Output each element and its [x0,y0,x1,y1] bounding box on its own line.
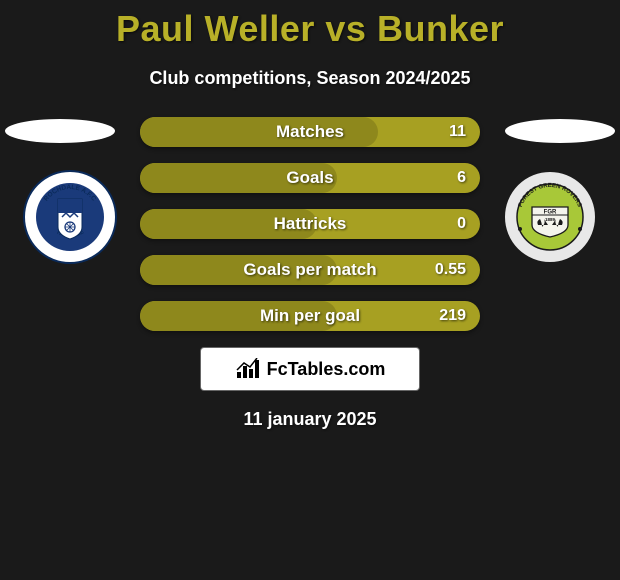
club-badge-right: FOREST GREEN ROVERS FGR 1889 [502,169,598,265]
bar-chart-icon [235,358,261,380]
rochdale-badge-icon: ROCHDALE A.F.C THE DALE [22,169,118,265]
stat-label: Min per goal [260,306,360,326]
stat-label: Matches [276,122,344,142]
stat-label: Hattricks [274,214,347,234]
stat-row: Min per goal 219 [140,301,480,331]
stat-value: 0.55 [435,261,466,279]
stats-list: Matches 11 Goals 6 Hattricks 0 Goals per match… [140,117,480,331]
fctables-logo: FcTables.com [200,347,420,391]
page-title: Paul Weller vs Bunker [0,0,620,50]
page-subtitle: Club competitions, Season 2024/2025 [0,68,620,89]
stat-row: Goals per match 0.55 [140,255,480,285]
stat-row: Goals 6 [140,163,480,193]
forest-green-badge-icon: FOREST GREEN ROVERS FGR 1889 [502,169,598,265]
stat-label: Goals per match [243,260,376,280]
stat-value: 219 [439,307,466,325]
fctables-logo-text: FcTables.com [267,359,386,380]
club-badge-left: ROCHDALE A.F.C THE DALE [22,169,118,265]
stat-value: 11 [449,123,466,141]
stat-label: Goals [286,168,333,188]
stat-value: 0 [457,215,466,233]
player-right-ellipse [505,119,615,143]
main-panel: ROCHDALE A.F.C THE DALE FOREST GREEN ROV… [0,117,620,430]
svg-text:1889: 1889 [545,217,556,222]
svg-text:FGR: FGR [544,210,557,216]
date-text: 11 january 2025 [0,409,620,430]
stat-value: 6 [457,169,466,187]
stat-row: Matches 11 [140,117,480,147]
stat-row: Hattricks 0 [140,209,480,239]
player-left-ellipse [5,119,115,143]
